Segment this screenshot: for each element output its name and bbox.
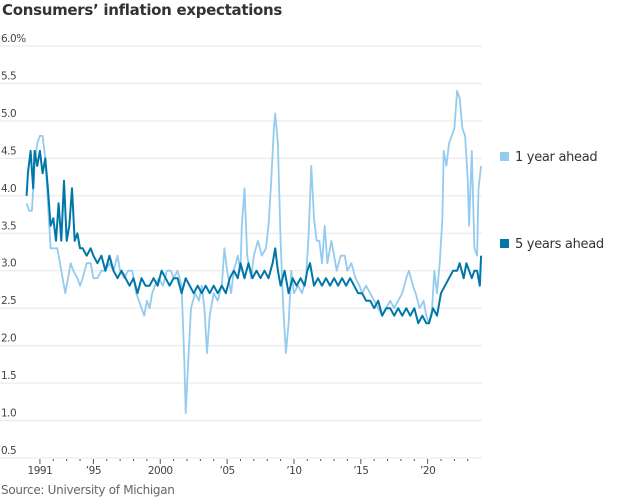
x-axis: 1991 ’95 2000 ’05 ’10 ’15 ’20	[28, 459, 469, 477]
x-tick-label: ’20	[420, 465, 435, 477]
legend-swatch	[500, 152, 509, 161]
series-line-1-year-ahead	[25, 90, 482, 414]
gridlines	[0, 45, 482, 459]
y-tick-label: 5.0	[1, 108, 16, 120]
legend: 1 year ahead 5 years ahead	[500, 150, 604, 252]
x-tick-label: ’10	[286, 465, 301, 477]
legend-swatch	[500, 239, 509, 248]
x-tick-label: 1991	[28, 465, 53, 477]
y-tick-label: 1.0	[1, 408, 16, 420]
x-tick-label: 2000	[148, 465, 173, 477]
y-tick-label: 3.0	[1, 258, 16, 270]
x-tick-label: ’95	[86, 465, 101, 477]
legend-item: 5 years ahead	[500, 237, 604, 252]
legend-label: 1 year ahead	[515, 150, 597, 165]
x-tick-label: ’05	[219, 465, 234, 477]
legend-label: 5 years ahead	[515, 237, 604, 252]
y-tick-label: 5.5	[1, 70, 16, 82]
x-tick-label: ’15	[353, 465, 368, 477]
legend-item: 1 year ahead	[500, 150, 598, 165]
source-note: Source: University of Michigan	[1, 483, 175, 497]
y-axis-ticks: 6.0% 5.5 5.0 4.5 4.0 3.5 3.0 2.5 2.0 1.5 1.0 0.5	[1, 33, 27, 457]
y-tick-label: 1.5	[1, 370, 16, 382]
chart-title: Consumers’ inflation expectations	[2, 1, 283, 19]
series-lines	[25, 90, 483, 414]
y-tick-label: 4.0	[1, 183, 16, 195]
series-line-5-years-ahead	[25, 149, 483, 325]
y-tick-label: 4.5	[1, 145, 16, 157]
y-tick-label: 2.5	[1, 295, 16, 307]
y-tick-label: 0.5	[1, 445, 16, 457]
y-tick-label: 2.0	[1, 333, 16, 345]
y-tick-label: 6.0%	[1, 33, 26, 45]
y-tick-label: 3.5	[1, 220, 16, 232]
